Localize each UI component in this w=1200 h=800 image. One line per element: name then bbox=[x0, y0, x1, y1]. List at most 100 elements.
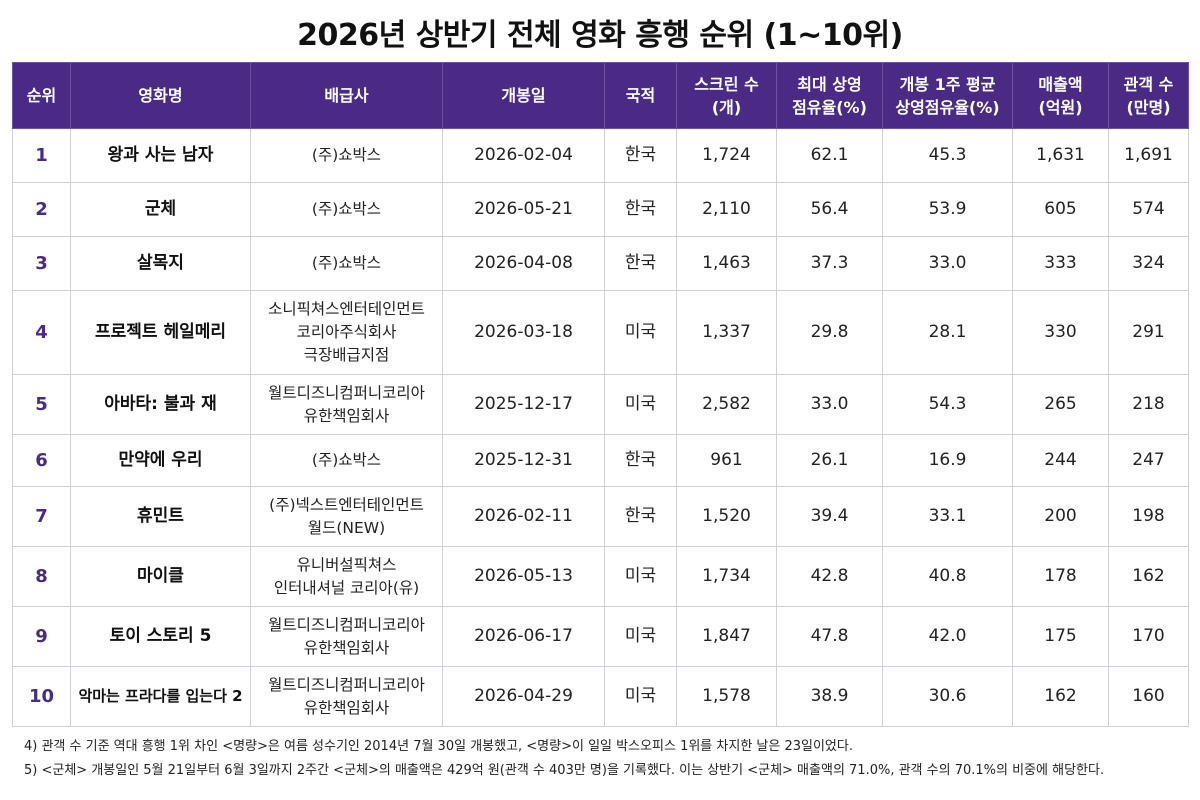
table-header-row: 순위 영화명 배급사 개봉일 국적 스크린 수 (개) 최대 상영 점유율(%) 개봉 1주 평균… bbox=[12, 62, 1189, 129]
distributor-line: 유한책임회사 bbox=[303, 406, 390, 425]
table-row: 1 왕과 사는 남자 (주)쇼박스 2026-02-04 한국 1,724 62.1 45.3… bbox=[12, 128, 1189, 183]
distributor-line: (주)쇼박스 bbox=[311, 200, 382, 218]
movie-title-cell: 토이 스토리 5 bbox=[70, 606, 251, 667]
audience-cell: 162 bbox=[1108, 546, 1189, 607]
distributor-line: 코리아주식회사 bbox=[296, 323, 397, 341]
revenue-cell: 605 bbox=[1012, 182, 1109, 237]
table-body: 1 왕과 사는 남자 (주)쇼박스 2026-02-04 한국 1,724 62.1 45.3… bbox=[12, 128, 1189, 727]
header-audience-line: 관객 수 bbox=[1123, 74, 1174, 94]
week1-share-cell: 28.1 bbox=[882, 290, 1013, 375]
header-week1-share: 개봉 1주 평균 상영점유율(%) bbox=[882, 62, 1013, 129]
header-max-share-line: 최대 상영 bbox=[797, 74, 862, 94]
table-row: 3 살목지 (주)쇼박스 2026-04-08 한국 1,463 37.3 33.0 333 32… bbox=[12, 236, 1189, 291]
rank-cell: 9 bbox=[12, 606, 71, 667]
release-date-cell: 2026-03-18 bbox=[442, 290, 605, 375]
table-row: 6 만약에 우리 (주)쇼박스 2025-12-31 한국 961 26.1 16.9 244 2… bbox=[12, 434, 1189, 487]
header-revenue: 매출액 (억원) bbox=[1012, 62, 1109, 129]
distributor-cell: 월트디즈니컴퍼니코리아 유한책임회사 bbox=[250, 606, 443, 667]
audience-cell: 574 bbox=[1108, 182, 1189, 237]
header-release-date: 개봉일 bbox=[442, 62, 605, 129]
header-distributor: 배급사 bbox=[250, 62, 443, 129]
rank-cell: 10 bbox=[12, 666, 71, 727]
header-country: 국적 bbox=[604, 62, 677, 129]
week1-share-cell: 33.0 bbox=[882, 236, 1013, 291]
max-share-cell: 38.9 bbox=[776, 666, 883, 727]
audience-cell: 198 bbox=[1108, 486, 1189, 547]
page-title: 2026년 상반기 전체 영화 흥행 순위 (1~10위) bbox=[297, 18, 903, 53]
header-revenue-line: 매출액 bbox=[1038, 74, 1083, 94]
week1-share-cell: 30.6 bbox=[882, 666, 1013, 727]
rank-cell: 8 bbox=[12, 546, 71, 607]
box-office-table-container: 순위 영화명 배급사 개봉일 국적 스크린 수 (개) 최대 상영 점유율(%) 개봉 1주 평균… bbox=[12, 62, 1189, 727]
header-release-date-line: 개봉일 bbox=[501, 86, 546, 105]
header-rank: 순위 bbox=[12, 62, 71, 129]
revenue-cell: 178 bbox=[1012, 546, 1109, 607]
header-screens-line: 스크린 수 bbox=[694, 74, 759, 94]
distributor-cell: (주)쇼박스 bbox=[250, 236, 443, 291]
screens-cell: 1,337 bbox=[676, 290, 777, 375]
distributor-cell: (주)쇼박스 bbox=[250, 128, 443, 183]
table-row: 2 군체 (주)쇼박스 2026-05-21 한국 2,110 56.4 53.9 605 574 bbox=[12, 182, 1189, 237]
movie-title-cell: 군체 bbox=[70, 182, 251, 237]
max-share-cell: 62.1 bbox=[776, 128, 883, 183]
week1-share-cell: 42.0 bbox=[882, 606, 1013, 667]
header-country-line: 국적 bbox=[625, 86, 656, 105]
screens-cell: 1,578 bbox=[676, 666, 777, 727]
distributor-line: 극장배급지점 bbox=[303, 346, 390, 364]
distributor-line: 월트디즈니컴퍼니코리아 bbox=[268, 383, 425, 402]
distributor-line: (주)넥스트엔터테인먼트 bbox=[269, 495, 424, 514]
release-date-cell: 2026-02-11 bbox=[442, 486, 605, 547]
header-screens-line: (개) bbox=[711, 97, 742, 117]
release-date-cell: 2026-02-04 bbox=[442, 128, 605, 183]
audience-cell: 1,691 bbox=[1108, 128, 1189, 183]
screens-cell: 1,724 bbox=[676, 128, 777, 183]
country-cell: 미국 bbox=[604, 374, 677, 435]
week1-share-cell: 54.3 bbox=[882, 374, 1013, 435]
week1-share-cell: 40.8 bbox=[882, 546, 1013, 607]
distributor-line: 유니버설픽쳐스 bbox=[296, 555, 397, 574]
footnote-5: 5) <군체> 개봉일인 5월 21일부터 6월 3일까지 2주간 <군체>의 … bbox=[24, 763, 1105, 778]
max-share-cell: 37.3 bbox=[776, 236, 883, 291]
rank-cell: 5 bbox=[12, 374, 71, 435]
header-max-share-line: 점유율(%) bbox=[792, 97, 867, 117]
distributor-line: (주)쇼박스 bbox=[311, 254, 382, 272]
table-row: 4 프로젝트 헤일메리 소니픽쳐스엔터테인먼트 코리아주식회사 극장배급지점 2026-0… bbox=[12, 290, 1189, 375]
screens-cell: 1,520 bbox=[676, 486, 777, 547]
release-date-cell: 2026-05-21 bbox=[442, 182, 605, 237]
distributor-line: 소니픽쳐스엔터테인먼트 bbox=[268, 300, 425, 318]
rank-cell: 2 bbox=[12, 182, 71, 237]
rank-cell: 6 bbox=[12, 434, 71, 487]
table-row: 9 토이 스토리 5 월트디즈니컴퍼니코리아 유한책임회사 2026-06-17 미국 1,… bbox=[12, 606, 1189, 667]
movie-title-cell: 아바타: 불과 재 bbox=[70, 374, 251, 435]
country-cell: 한국 bbox=[604, 236, 677, 291]
screens-cell: 1,463 bbox=[676, 236, 777, 291]
release-date-cell: 2026-04-29 bbox=[442, 666, 605, 727]
max-share-cell: 29.8 bbox=[776, 290, 883, 375]
revenue-cell: 200 bbox=[1012, 486, 1109, 547]
country-cell: 미국 bbox=[604, 546, 677, 607]
revenue-cell: 1,631 bbox=[1012, 128, 1109, 183]
release-date-cell: 2025-12-31 bbox=[442, 434, 605, 487]
release-date-cell: 2026-06-17 bbox=[442, 606, 605, 667]
week1-share-cell: 16.9 bbox=[882, 434, 1013, 487]
rank-cell: 7 bbox=[12, 486, 71, 547]
table-row: 7 휴민트 (주)넥스트엔터테인먼트 월드(NEW) 2026-02-11 한국 1,520… bbox=[12, 486, 1189, 547]
week1-share-cell: 45.3 bbox=[882, 128, 1013, 183]
audience-cell: 160 bbox=[1108, 666, 1189, 727]
country-cell: 한국 bbox=[604, 486, 677, 547]
rank-cell: 1 bbox=[12, 128, 71, 183]
max-share-cell: 39.4 bbox=[776, 486, 883, 547]
audience-cell: 170 bbox=[1108, 606, 1189, 667]
country-cell: 미국 bbox=[604, 290, 677, 375]
distributor-line: 인터내셔널 코리아(유) bbox=[273, 578, 420, 597]
screens-cell: 2,110 bbox=[676, 182, 777, 237]
revenue-cell: 265 bbox=[1012, 374, 1109, 435]
release-date-cell: 2025-12-17 bbox=[442, 374, 605, 435]
header-rank-line: 순위 bbox=[26, 86, 57, 105]
revenue-cell: 333 bbox=[1012, 236, 1109, 291]
header-distributor-line: 배급사 bbox=[324, 86, 369, 105]
revenue-cell: 162 bbox=[1012, 666, 1109, 727]
